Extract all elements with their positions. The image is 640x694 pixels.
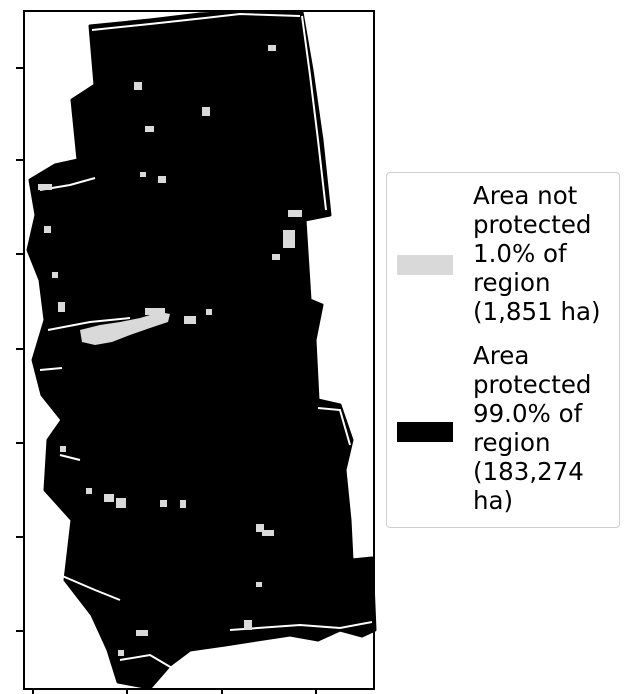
unprotected-area-patch bbox=[104, 494, 114, 502]
unprotected-area-patch bbox=[206, 309, 212, 315]
unprotected-area-patch bbox=[283, 230, 295, 248]
unprotected-area-patch bbox=[140, 172, 146, 177]
unprotected-area-patch bbox=[118, 650, 124, 656]
unprotected-area-patch bbox=[184, 316, 196, 324]
legend-label-protected: Area protected 99.0% of region (183,274 … bbox=[473, 341, 592, 515]
unprotected-area-patch bbox=[158, 176, 166, 183]
boundary-line bbox=[229, 621, 373, 631]
boundary-line bbox=[301, 15, 327, 211]
unprotected-area-patch bbox=[272, 254, 280, 260]
unprotected-area-patch bbox=[145, 308, 165, 315]
unprotected-area-patch bbox=[202, 107, 210, 116]
unprotected-area-patch bbox=[134, 82, 142, 90]
unprotected-area-patch bbox=[262, 530, 274, 536]
unprotected-area-patch bbox=[160, 500, 167, 507]
protected-swatch bbox=[397, 422, 453, 442]
unprotected-area-patch bbox=[256, 524, 264, 532]
unprotected-area-patch bbox=[86, 488, 92, 494]
unprotected-area-patch bbox=[38, 184, 52, 190]
x-axis-ticks bbox=[32, 689, 317, 694]
unprotected-area-patch bbox=[116, 498, 126, 508]
legend-label-not-protected: Area not protected 1.0% of region (1,851… bbox=[473, 181, 601, 326]
boundary-line bbox=[119, 653, 173, 669]
boundary-line bbox=[317, 407, 351, 446]
unprotected-area-patch bbox=[60, 446, 66, 452]
legend: Area not protected 1.0% of region (1,851… bbox=[386, 172, 620, 528]
boundary-line bbox=[59, 574, 121, 601]
boundary-line bbox=[59, 454, 81, 461]
unprotected-area-patch bbox=[244, 620, 252, 630]
not-protected-swatch bbox=[397, 255, 453, 275]
y-axis-ticks bbox=[16, 67, 24, 632]
unprotected-area-patch bbox=[58, 302, 65, 312]
unprotected-area-patch bbox=[80, 312, 170, 345]
boundary-line bbox=[39, 367, 63, 371]
unprotected-area-patch bbox=[52, 272, 58, 278]
protected-area-region bbox=[26, 10, 377, 690]
boundary-line bbox=[91, 12, 301, 31]
unprotected-patches bbox=[38, 45, 302, 656]
unprotected-area-patch bbox=[44, 226, 51, 233]
unprotected-area-patch bbox=[145, 126, 154, 132]
boundary-lines bbox=[39, 12, 373, 669]
unprotected-area-patch bbox=[136, 630, 148, 636]
unprotected-area-patch bbox=[180, 500, 186, 508]
unprotected-area-patch bbox=[268, 45, 276, 51]
unprotected-area-patch bbox=[288, 210, 302, 217]
unprotected-area-patch bbox=[256, 582, 262, 587]
boundary-line bbox=[47, 317, 131, 331]
